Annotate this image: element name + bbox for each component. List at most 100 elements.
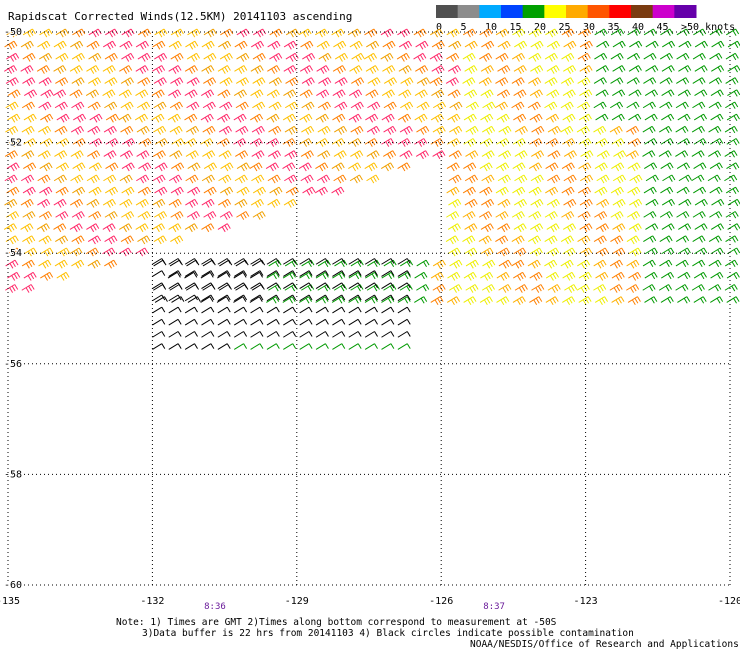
wind-barb xyxy=(168,343,182,350)
wind-barb xyxy=(627,162,641,172)
wind-barb xyxy=(217,223,231,233)
wind-barb xyxy=(171,162,185,172)
wind-barb xyxy=(266,271,280,280)
wind-barb xyxy=(169,101,183,111)
wind-barb xyxy=(55,162,70,172)
wind-barb xyxy=(5,101,19,111)
wind-barb xyxy=(220,162,234,172)
wind-barb xyxy=(6,186,20,196)
legend-swatch xyxy=(609,5,632,18)
legend-swatch xyxy=(544,5,567,18)
wind-barb xyxy=(86,198,100,208)
wind-barb xyxy=(266,296,280,304)
y-tick-label: -50 xyxy=(4,27,22,38)
wind-barb xyxy=(612,198,626,208)
wind-barb xyxy=(579,198,593,208)
wind-barb xyxy=(530,198,544,208)
wind-barb xyxy=(643,186,657,194)
wind-barb xyxy=(119,65,133,74)
wind-barb xyxy=(725,235,739,243)
wind-barb xyxy=(726,162,740,170)
wind-barb xyxy=(318,77,332,87)
wind-barb xyxy=(283,282,297,290)
wind-barb xyxy=(644,89,659,97)
wind-barb xyxy=(693,186,707,194)
wind-barb xyxy=(283,343,297,350)
wind-barb xyxy=(88,52,102,62)
wind-barb xyxy=(219,52,233,62)
wind-barb xyxy=(399,125,413,135)
wind-barb xyxy=(676,52,690,61)
wind-barb xyxy=(20,223,34,233)
wind-barb xyxy=(383,150,397,160)
wind-barb xyxy=(201,343,215,350)
wind-barb xyxy=(6,52,20,62)
wind-barb xyxy=(55,186,69,196)
wind-barb xyxy=(152,343,166,350)
wind-barb xyxy=(381,270,395,277)
wind-barb xyxy=(348,113,362,123)
wind-barb xyxy=(348,318,362,326)
wind-barb xyxy=(23,89,38,99)
wind-barb xyxy=(462,77,476,87)
wind-barb xyxy=(660,162,674,170)
wind-barb xyxy=(135,223,149,233)
wind-barb xyxy=(562,271,576,281)
legend-label: 5 xyxy=(461,22,467,33)
wind-barb xyxy=(462,186,476,196)
wind-barb xyxy=(282,113,296,123)
wind-barb xyxy=(447,113,461,123)
wind-barb xyxy=(480,89,494,99)
wind-barb xyxy=(694,223,708,231)
wind-barb xyxy=(169,150,183,160)
wind-barb xyxy=(348,162,362,172)
wind-barb xyxy=(660,296,674,304)
wind-barb xyxy=(104,77,118,87)
wind-barb xyxy=(314,186,328,196)
wind-barb xyxy=(430,296,444,306)
wind-barb xyxy=(626,101,640,109)
wind-barb xyxy=(531,284,545,293)
wind-barb xyxy=(233,331,248,338)
wind-barb xyxy=(364,162,378,172)
wind-barb xyxy=(233,258,248,265)
wind-barb xyxy=(481,174,495,184)
wind-barb xyxy=(252,77,266,87)
wind-barb xyxy=(366,174,380,184)
wind-barb xyxy=(449,125,463,135)
wind-barb xyxy=(626,211,641,220)
wind-barb xyxy=(315,306,329,314)
wind-barb xyxy=(217,65,231,74)
wind-barb xyxy=(709,52,723,61)
wind-barb xyxy=(70,174,84,184)
wind-barb xyxy=(578,28,592,38)
wind-barb xyxy=(102,198,116,208)
wind-barb xyxy=(53,198,67,208)
legend-swatch xyxy=(457,5,480,18)
wind-barb xyxy=(429,77,443,87)
wind-barb xyxy=(626,259,640,269)
wind-barb xyxy=(724,150,738,158)
wind-barb xyxy=(152,318,166,326)
wind-barb xyxy=(299,89,313,99)
wind-barb xyxy=(168,198,182,208)
wind-barb xyxy=(445,77,459,87)
wind-barb xyxy=(201,331,215,338)
wind-barb xyxy=(348,138,362,147)
wind-barb xyxy=(725,211,739,219)
wind-barb xyxy=(87,150,101,160)
wind-barb xyxy=(495,211,509,220)
wind-barb xyxy=(5,259,19,269)
wind-barb xyxy=(349,65,363,74)
wind-barb xyxy=(465,284,479,293)
wind-barb xyxy=(285,186,299,196)
wind-barb xyxy=(200,271,214,279)
wind-barb xyxy=(201,258,215,265)
wind-barb xyxy=(203,186,217,196)
wind-barb xyxy=(219,101,233,111)
wind-barb xyxy=(464,223,478,233)
wind-barb xyxy=(724,284,738,292)
wind-barb xyxy=(577,77,591,87)
wind-barb xyxy=(21,150,35,160)
